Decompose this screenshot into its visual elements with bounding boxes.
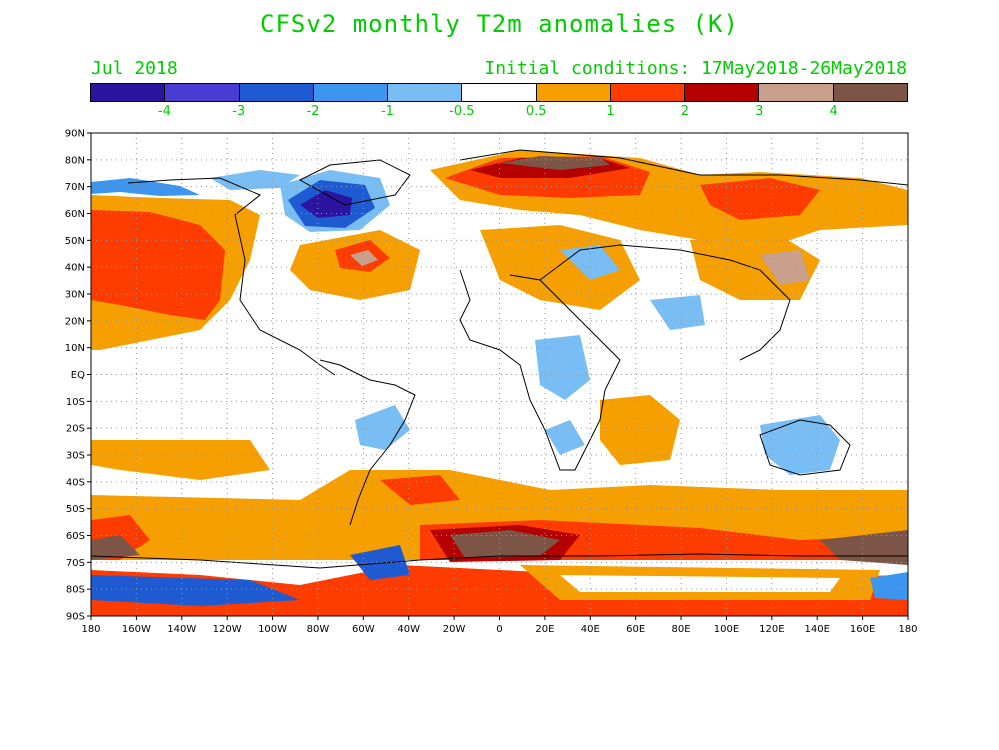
latitude-label: 60N [65, 209, 85, 220]
colorbar-label: -2 [306, 104, 320, 119]
colorbar-label: 4 [829, 104, 838, 119]
latitude-label: 50S [66, 504, 85, 515]
colorbar-swatch-9 [759, 84, 834, 101]
colorbar-swatch-5 [462, 84, 537, 101]
latitude-label: 30N [65, 290, 85, 301]
colorbar-label: -1 [380, 104, 394, 119]
lat-lon-grid [91, 133, 908, 616]
longitude-label: 20W [443, 624, 466, 635]
latitude-label: 20S [66, 424, 85, 435]
longitude-label: 180 [81, 624, 100, 635]
latitude-label: EQ [71, 370, 85, 381]
colorbar-label: 0.5 [525, 104, 547, 119]
colorbar-label: 1 [606, 104, 615, 119]
longitude-label: 180 [898, 624, 917, 635]
colorbar-swatch-3 [313, 84, 389, 101]
coastlines [91, 149, 908, 569]
colorbar [90, 83, 908, 102]
longitude-label: 160W [122, 624, 151, 635]
initial-conditions-label: Initial conditions: 17May2018-26May2018 [484, 58, 907, 79]
longitude-label: 80W [307, 624, 330, 635]
latitude-label: 70N [65, 182, 85, 193]
colorbar-swatch-2 [239, 84, 314, 101]
longitude-label: 140E [805, 624, 830, 635]
longitude-label: 80E [672, 624, 691, 635]
colorbar-label: 3 [755, 104, 764, 119]
latitude-label: 60S [66, 531, 85, 542]
longitude-label: 40W [397, 624, 420, 635]
longitude-label: 120E [759, 624, 784, 635]
colorbar-swatch-4 [388, 84, 463, 101]
longitude-label: 40E [581, 624, 600, 635]
colorbar-swatch-8 [685, 84, 760, 101]
colorbar-label: -0.5 [449, 104, 475, 119]
month-label: Jul 2018 [91, 58, 178, 79]
latitude-label: 20N [65, 316, 85, 327]
longitude-label: 120W [213, 624, 242, 635]
longitude-label: 140W [167, 624, 196, 635]
latitude-label: 80N [65, 155, 85, 166]
latitude-label: 40N [65, 263, 85, 274]
colorbar-swatch-10 [833, 84, 907, 101]
colorbar-swatch-0 [91, 84, 166, 101]
colorbar-label: -4 [157, 104, 171, 119]
axis-ticks [87, 132, 909, 620]
colorbar-label: 2 [680, 104, 690, 119]
latitude-labels: 90N 80N 70N 60N 50N 40N 30N 20N 10N EQ 10S 20S 30S 40… [65, 129, 85, 623]
map-title: CFSv2 monthly T2m anomalies (K) [260, 10, 739, 38]
latitude-label: 50N [65, 236, 85, 247]
latitude-label: 40S [66, 477, 85, 488]
colorbar-label: -3 [232, 104, 246, 119]
latitude-label: 70S [66, 558, 85, 569]
colorbar-swatch-1 [165, 84, 240, 101]
colorbar-swatch-7 [610, 84, 686, 101]
latitude-label: 10S [66, 397, 85, 408]
latitude-label: 90S [66, 612, 85, 623]
latitude-label: 10N [65, 343, 85, 354]
longitude-label: 60W [352, 624, 375, 635]
latitude-label: 30S [66, 451, 85, 462]
longitude-label: 60E [626, 624, 645, 635]
longitude-label: 100E [714, 624, 739, 635]
longitude-label: 0 [496, 624, 502, 635]
longitude-label: 160E [850, 624, 875, 635]
colorbar-swatch-6 [536, 84, 611, 101]
latitude-label: 90N [65, 129, 85, 140]
latitude-label: 80S [66, 585, 85, 596]
longitude-label: 100W [258, 624, 287, 635]
longitude-label: 20E [535, 624, 554, 635]
longitude-labels: 180 160W 140W 120W 100W 80W 60W 40W 20W 0 20E 40E 60… [81, 624, 917, 635]
